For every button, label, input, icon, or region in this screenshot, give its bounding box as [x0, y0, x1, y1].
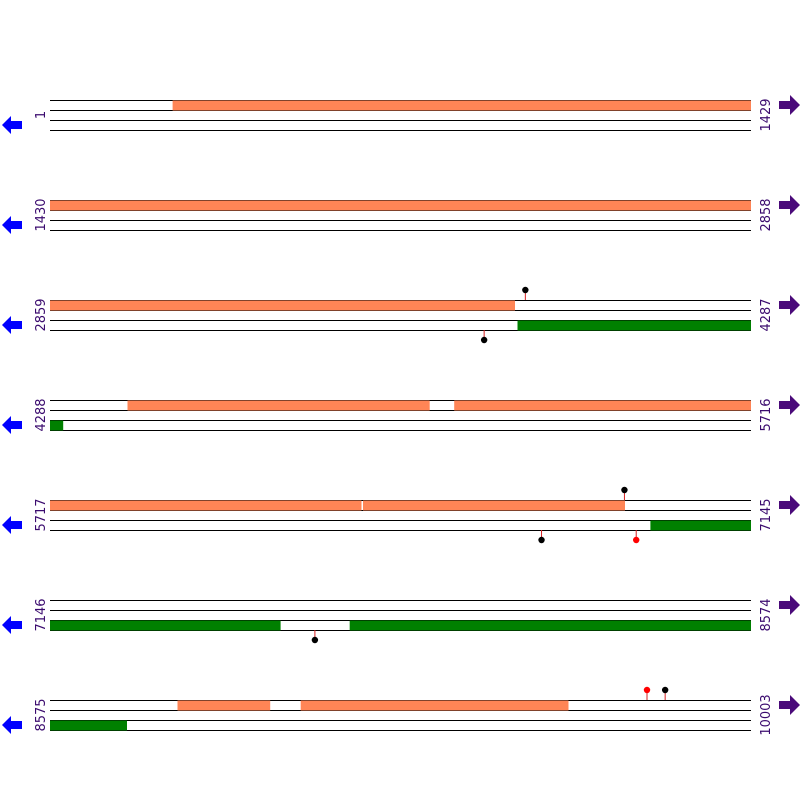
end-coordinate-label: 4287: [759, 298, 774, 331]
end-coordinate-label: 8574: [759, 598, 774, 631]
black-marker: [621, 486, 628, 494]
right-arrow-icon: [779, 395, 800, 415]
end-coordinate-label: 5716: [759, 398, 774, 431]
left-arrow-icon: [2, 616, 22, 634]
left-arrow-icon: [2, 516, 22, 534]
forward-orf: [127, 400, 430, 411]
map-row: 1430 2858: [2, 195, 800, 234]
end-coordinate-label: 2858: [759, 198, 774, 231]
reverse-orf: [50, 420, 64, 431]
right-arrow-icon: [779, 595, 800, 615]
start-coordinate-label: 5717: [34, 498, 49, 531]
forward-orf: [172, 100, 752, 111]
left-arrow-icon: [2, 116, 22, 134]
red-marker: [643, 686, 651, 694]
forward-orf: [50, 500, 362, 511]
rows-layer: 1 1429 1430 2858 2859 4287 4288 5716 5717 7145 714…: [2, 95, 800, 736]
map-row: 5717 7145: [2, 486, 800, 544]
reverse-orf: [349, 620, 751, 631]
start-coordinate-label: 4288: [34, 398, 49, 431]
left-arrow-icon: [2, 216, 22, 234]
end-coordinate-label: 1429: [759, 98, 774, 131]
forward-orf: [363, 500, 625, 511]
black-marker: [480, 336, 488, 344]
reverse-orf: [650, 520, 751, 531]
start-coordinate-label: 2859: [34, 298, 49, 331]
reverse-orf: [517, 320, 751, 331]
reverse-orf: [50, 620, 281, 631]
end-coordinate-label: 10003: [759, 694, 774, 735]
right-arrow-icon: [779, 495, 800, 515]
forward-orf: [50, 200, 751, 211]
black-marker: [538, 536, 545, 544]
start-coordinate-label: 8575: [34, 698, 49, 731]
map-row: 4288 5716: [2, 395, 800, 434]
right-arrow-icon: [779, 95, 800, 115]
forward-orf: [177, 700, 271, 711]
forward-orf: [50, 300, 515, 311]
reverse-orf: [50, 720, 127, 731]
red-marker: [633, 536, 640, 544]
left-arrow-icon: [2, 316, 22, 334]
start-coordinate-label: 7146: [34, 598, 49, 631]
black-marker: [522, 286, 529, 294]
map-row: 1 1429: [2, 95, 800, 134]
right-arrow-icon: [779, 295, 800, 315]
start-coordinate-label: 1430: [34, 198, 49, 231]
start-coordinate-label: 1: [34, 111, 49, 119]
end-coordinate-label: 7145: [759, 498, 774, 531]
right-arrow-icon: [779, 695, 800, 715]
left-arrow-icon: [2, 416, 22, 434]
left-arrow-icon: [2, 716, 22, 734]
forward-orf: [454, 400, 751, 411]
map-row: 2859 4287: [2, 286, 800, 344]
black-marker: [661, 686, 669, 694]
black-marker: [311, 636, 319, 644]
map-row: 7146 8574: [2, 595, 800, 644]
forward-orf: [300, 700, 569, 711]
right-arrow-icon: [779, 195, 800, 215]
map-row: 8575 10003: [2, 686, 800, 736]
